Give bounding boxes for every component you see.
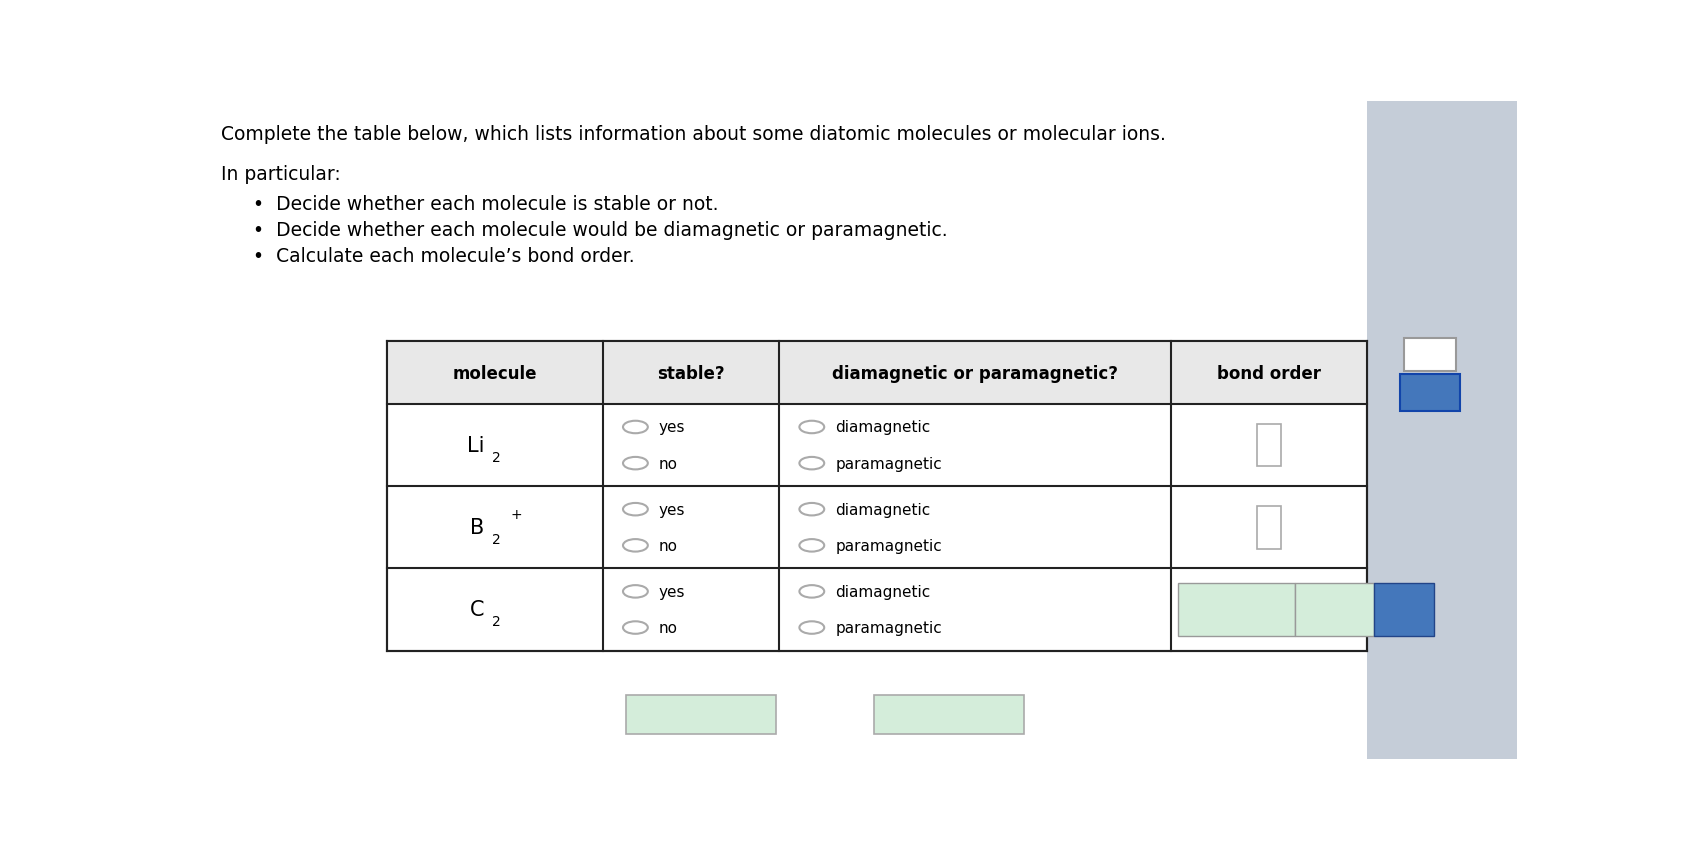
Text: Start Over: Start Over <box>1197 603 1275 616</box>
Text: no: no <box>659 620 678 635</box>
Text: stable?: stable? <box>658 364 725 382</box>
Text: C: C <box>470 600 484 620</box>
Circle shape <box>624 503 647 516</box>
Text: •  Calculate each molecule’s bond order.: • Calculate each molecule’s bond order. <box>253 247 634 266</box>
Text: no: no <box>659 538 678 554</box>
Text: diamagnetic or paramagnetic?: diamagnetic or paramagnetic? <box>833 364 1118 382</box>
Text: bond order: bond order <box>1217 364 1322 382</box>
Bar <box>1258 424 1281 467</box>
Bar <box>388 342 1367 404</box>
Text: paramagnetic: paramagnetic <box>835 538 942 554</box>
Text: In particular:: In particular: <box>221 165 341 183</box>
Text: yes: yes <box>659 420 686 435</box>
Circle shape <box>799 503 824 516</box>
Circle shape <box>799 457 824 470</box>
Text: 2: 2 <box>492 450 501 464</box>
Circle shape <box>624 421 647 433</box>
Bar <box>1258 589 1281 631</box>
Circle shape <box>624 622 647 634</box>
Text: Help: Help <box>1386 603 1421 616</box>
Text: diamagnetic: diamagnetic <box>835 502 931 517</box>
Text: B: B <box>470 518 484 537</box>
Text: •  Decide whether each molecule would be diamagnetic or paramagnetic.: • Decide whether each molecule would be … <box>253 221 948 240</box>
Text: no: no <box>659 456 678 471</box>
Bar <box>388 342 1367 651</box>
Text: paramagnetic: paramagnetic <box>835 456 942 471</box>
Bar <box>1258 507 1281 549</box>
Circle shape <box>624 585 647 598</box>
Text: Undo: Undo <box>1315 603 1354 616</box>
Text: Explain: Explain <box>915 705 983 723</box>
Text: Complete the table below, which lists information about some diatomic molecules : Complete the table below, which lists in… <box>221 125 1167 144</box>
Bar <box>1399 375 1460 411</box>
Text: yes: yes <box>659 502 686 517</box>
Text: diamagnetic: diamagnetic <box>835 420 931 435</box>
Circle shape <box>799 622 824 634</box>
Bar <box>1179 583 1295 636</box>
Text: diamagnetic: diamagnetic <box>835 584 931 599</box>
Circle shape <box>799 585 824 598</box>
Circle shape <box>624 457 647 470</box>
Bar <box>1374 583 1433 636</box>
Text: molecule: molecule <box>454 364 538 382</box>
Bar <box>873 695 1023 734</box>
Circle shape <box>799 539 824 552</box>
Bar <box>1367 102 1517 759</box>
Text: +: + <box>511 508 523 521</box>
Text: Next >>: Next >> <box>663 705 740 723</box>
Circle shape <box>624 539 647 552</box>
Bar <box>626 695 776 734</box>
Circle shape <box>799 421 824 433</box>
Text: 2: 2 <box>492 532 501 547</box>
Text: Li: Li <box>467 436 484 456</box>
Text: yes: yes <box>659 584 686 599</box>
Bar <box>1295 583 1374 636</box>
Text: 2: 2 <box>492 614 501 629</box>
Text: paramagnetic: paramagnetic <box>835 620 942 635</box>
Bar <box>1404 339 1457 372</box>
Text: •  Decide whether each molecule is stable or not.: • Decide whether each molecule is stable… <box>253 194 718 213</box>
